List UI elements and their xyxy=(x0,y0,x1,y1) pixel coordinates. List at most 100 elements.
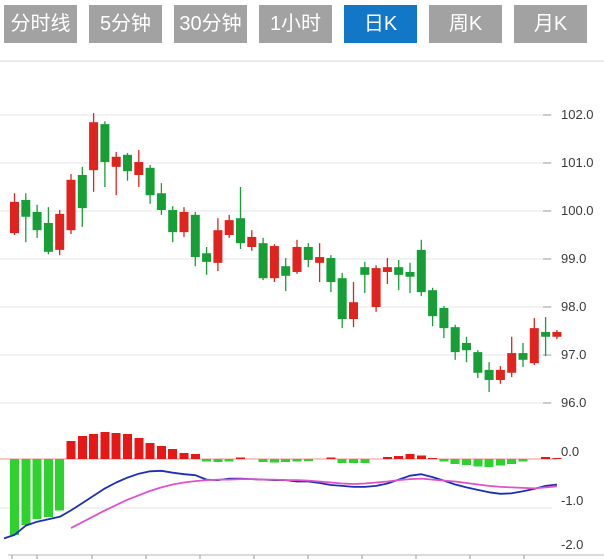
price-tick-label: 99.0 xyxy=(561,251,586,266)
candle-body xyxy=(123,154,132,172)
macd-histogram-bar xyxy=(134,437,144,459)
macd-histogram-bar xyxy=(495,459,505,466)
candle-body xyxy=(405,271,415,277)
macd-histogram-bar xyxy=(518,459,528,462)
dif-line xyxy=(3,469,558,540)
macd-histogram-bar xyxy=(281,459,291,462)
macd-histogram-bar xyxy=(21,459,31,526)
macd-histogram-bar xyxy=(349,459,358,463)
macd-histogram-bar xyxy=(450,459,460,464)
candle-body xyxy=(552,331,562,337)
candle-body xyxy=(21,199,31,217)
candle-body xyxy=(416,249,426,293)
candle-body xyxy=(507,353,517,373)
macd-histogram-bar xyxy=(236,457,245,459)
candle-body xyxy=(495,369,505,380)
macd-histogram-bar xyxy=(89,434,99,459)
candle-body xyxy=(247,236,257,247)
macd-histogram-bar xyxy=(269,459,279,463)
tab-daily-k[interactable]: 日K xyxy=(344,5,417,43)
candle-body xyxy=(462,343,471,351)
candle-body xyxy=(303,247,313,260)
macd-histogram-bar xyxy=(326,457,336,459)
dea-line xyxy=(70,477,557,529)
candle-body xyxy=(349,302,358,319)
candle-body xyxy=(145,167,155,196)
candle-body xyxy=(484,369,494,380)
candle-body xyxy=(55,213,65,250)
macd-tick-label: 0.0 xyxy=(561,444,579,459)
candle-body xyxy=(43,223,53,252)
tab-30min-label: 30分钟 xyxy=(179,13,242,35)
tab-1hour-label: 1小时 xyxy=(269,13,322,35)
macd-histogram-bar xyxy=(32,459,42,519)
macd-histogram-bar xyxy=(224,459,234,462)
candle-body xyxy=(518,353,528,360)
tab-5min-label: 5分钟 xyxy=(99,13,152,35)
macd-tick-label: -2.0 xyxy=(561,537,583,552)
tab-weekly-k-label: 周K xyxy=(448,13,483,35)
macd-histogram-bar xyxy=(77,435,87,459)
macd-histogram-bar xyxy=(416,455,426,459)
candle-body xyxy=(77,175,87,209)
macd-tick-label: -1.0 xyxy=(561,493,583,508)
candle-body xyxy=(541,331,551,337)
candle-body xyxy=(10,201,19,234)
tab-1hour[interactable]: 1小时 xyxy=(259,5,332,43)
price-tick-label: 100.0 xyxy=(561,203,594,218)
candle-body xyxy=(382,267,392,272)
macd-histogram-bar xyxy=(303,459,313,461)
candle-body xyxy=(428,290,438,317)
tab-30min[interactable]: 30分钟 xyxy=(174,5,247,43)
price-tick-label: 98.0 xyxy=(561,299,586,314)
macd-histogram-bar xyxy=(258,459,268,462)
macd-histogram-bar xyxy=(55,459,65,511)
candle-body xyxy=(439,307,449,329)
macd-histogram-bar xyxy=(337,459,347,463)
macd-histogram-bar xyxy=(168,449,178,459)
macd-histogram-bar xyxy=(473,459,483,467)
candle-body xyxy=(236,218,245,244)
candle-body xyxy=(224,220,234,235)
candle-body xyxy=(111,156,121,167)
macd-histogram-bar xyxy=(179,453,189,459)
macd-histogram-bar xyxy=(428,458,438,460)
macd-histogram-bar xyxy=(394,456,404,459)
tab-monthly-k[interactable]: 月K xyxy=(514,5,587,43)
candle-body xyxy=(190,214,200,258)
macd-histogram-bar xyxy=(382,457,392,459)
tab-timeline-label: 分时线 xyxy=(10,13,71,35)
candle-body xyxy=(32,211,42,231)
tab-5min[interactable]: 5分钟 xyxy=(89,5,162,43)
candle-body xyxy=(281,266,291,276)
macd-histogram-bar xyxy=(145,442,155,459)
price-tick-label: 97.0 xyxy=(561,347,586,362)
macd-histogram-bar xyxy=(202,459,212,462)
candle-body xyxy=(66,179,76,231)
candle-body xyxy=(371,268,381,307)
macd-histogram-bar xyxy=(100,432,110,459)
candle-body xyxy=(168,210,178,233)
candle-body xyxy=(315,257,325,263)
candle-body xyxy=(473,352,483,373)
candle-body xyxy=(156,193,166,211)
macd-histogram-bar xyxy=(123,434,132,459)
macd-histogram-bar xyxy=(484,459,494,467)
candle-body xyxy=(326,258,336,283)
macd-histogram-bar xyxy=(439,459,449,462)
candle-body xyxy=(202,253,212,262)
candle-body xyxy=(529,328,539,364)
kline-macd-chart[interactable]: 102.0 101.0 100.0 99.0 98.0 97.0 96.0 0.0 -1.0 -2… xyxy=(0,44,604,559)
macd-histogram-bar xyxy=(10,459,19,535)
candle-body xyxy=(292,247,302,272)
candle-body xyxy=(89,122,99,171)
tab-timeline[interactable]: 分时线 xyxy=(4,5,77,43)
macd-histogram-bar xyxy=(111,433,121,459)
chart-area: 102.0 101.0 100.0 99.0 98.0 97.0 96.0 0.0 -1.0 -2… xyxy=(0,44,604,559)
candle-body xyxy=(337,278,347,319)
price-tick-label: 101.0 xyxy=(561,155,594,170)
tab-daily-k-label: 日K xyxy=(363,13,398,35)
tab-weekly-k[interactable]: 周K xyxy=(429,5,502,43)
interval-tab-bar: 分时线 5分钟 30分钟 1小时 日K 周K 月K xyxy=(0,0,604,43)
macd-histogram-bar xyxy=(405,454,415,459)
